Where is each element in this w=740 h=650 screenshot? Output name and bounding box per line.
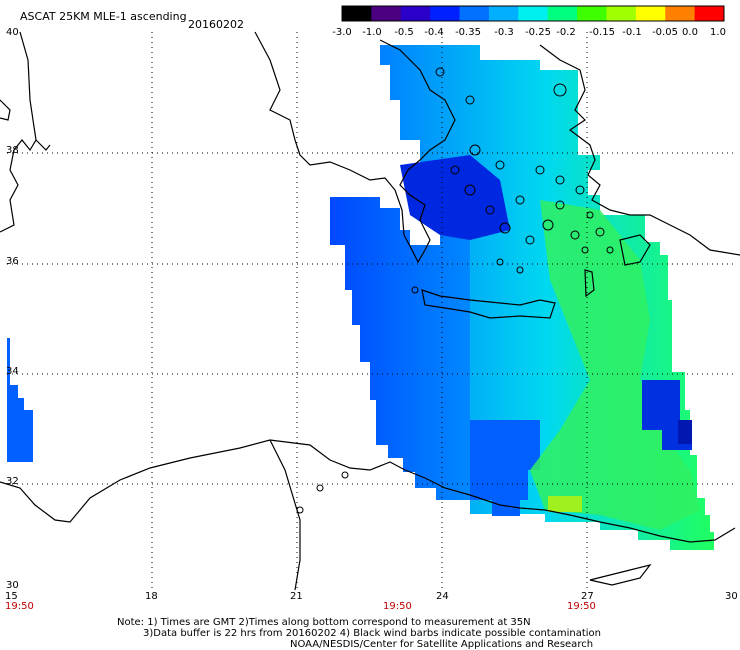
colorbar-tick-label: 0.0 [682,27,698,38]
lon-label-30: 30 [725,591,738,602]
colorbar-tick-label: -0.15 [589,27,615,38]
colorbar-tick-label: -1.0 [362,27,382,38]
colorbar-tick-label: -0.5 [394,27,414,38]
swath-south-blue [470,420,540,516]
colorbar-swatch [459,6,490,21]
swath-aegean-darkblue [400,155,510,240]
colorbar-tick-label: -0.35 [455,27,481,38]
colorbar-swatch [371,6,402,21]
lat-label-38: 38 [6,145,19,156]
colorbar-swatch [488,6,519,21]
colorbar-swatch [342,6,372,21]
colorbar-swatch [694,6,725,21]
swath-darkblue-cell [678,420,692,444]
footer-note-1: Note: 1) Times are GMT 2)Times along bot… [117,617,531,628]
lon-label-15: 15 [5,591,18,602]
lat-label-32: 32 [6,476,19,487]
product-title: ASCAT 25KM MLE-1 ascending [20,10,187,23]
colorbar-tick-label: -0.05 [652,27,678,38]
lat-label-36: 36 [6,256,19,267]
colorbar-swatch [665,6,696,21]
colorbar-swatch [547,6,578,21]
colorbar-tick-label: -3.0 [332,27,352,38]
swath-west-strip [7,338,33,462]
colorbar-tick-label: -0.25 [525,27,551,38]
colorbar-swatch [606,6,637,21]
swath-blue-region [330,180,470,500]
product-date: 20160202 [188,18,244,31]
lat-label-34: 34 [6,366,19,377]
colorbar-swatch [430,6,461,21]
colorbar-tick-label: 1.0 [710,27,726,38]
graticule [7,32,733,590]
colorbar-swatch [635,6,666,21]
footer-note-2: 3)Data buffer is 22 hrs from 20160202 4)… [143,628,601,639]
time-label: 19:50 [5,601,34,612]
lon-label-21: 21 [290,591,303,602]
colorbar-swatch [577,6,607,21]
lat-label-30: 30 [6,580,19,591]
footer-credit: NOAA/NESDIS/Center for Satellite Applica… [290,639,594,650]
colorbar-tick-label: -0.3 [494,27,514,38]
time-label: 19:50 [567,601,596,612]
lon-label-24: 24 [436,591,449,602]
lat-label-40: 40 [6,27,19,38]
colorbar-tick-label: -0.4 [424,27,444,38]
coastlines [0,31,740,591]
lon-label-27: 27 [581,591,594,602]
colorbar: -3.0 -1.0 -0.5 -0.4 -0.35 -0.3 -0.25 -0.2 -0.15-… [332,5,726,38]
colorbar-swatch [518,6,549,21]
colorbar-frame [341,5,725,22]
lon-label-18: 18 [145,591,158,602]
aegean-islands [296,67,614,514]
colorbar-swatch [400,6,431,21]
time-label: 19:50 [383,601,412,612]
swath-yellow-patch [548,496,582,512]
colorbar-tick-label: -0.1 [622,27,642,38]
swath-green-tongue [530,200,700,530]
colorbar-tick-label: -0.2 [556,27,576,38]
